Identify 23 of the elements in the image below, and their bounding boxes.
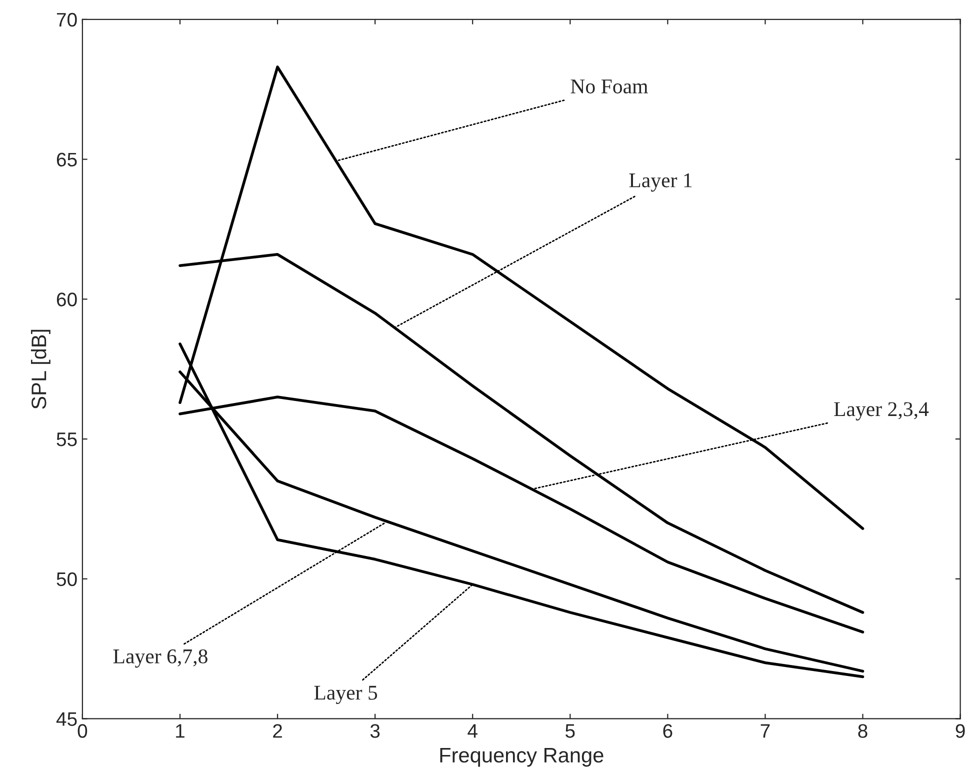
x-tick-label: 2 [273, 724, 282, 738]
x-tick-label: 5 [566, 724, 575, 738]
annotation: Layer 1 [629, 173, 692, 192]
y-tick-label: 60 [56, 292, 77, 306]
annotation: Layer 6,7,8 [113, 649, 208, 668]
x-tick-label: 3 [370, 724, 380, 738]
x-tick-label: 6 [663, 724, 672, 738]
annotation: Layer 5 [314, 686, 378, 704]
y-tick-label: 50 [56, 572, 77, 586]
y-tick-label: 70 [56, 12, 77, 27]
x-tick-label: 0 [78, 724, 88, 738]
x-tick-label: 8 [858, 724, 868, 738]
y-tick-label: 65 [56, 152, 77, 167]
annotation: Layer 2,3,4 [834, 402, 929, 420]
x-tick-label: 9 [956, 724, 965, 738]
x-tick-label: 7 [760, 724, 770, 738]
x-tick-label: 1 [176, 724, 184, 738]
y-tick-label: 45 [56, 712, 77, 726]
y-axis-title: SPL [dB] [30, 330, 50, 409]
y-tick-label: 55 [56, 432, 77, 446]
annotation: No Foam [570, 80, 648, 94]
x-tick-label: 4 [468, 724, 478, 738]
x-axis-title: Frequency Range [440, 748, 604, 767]
